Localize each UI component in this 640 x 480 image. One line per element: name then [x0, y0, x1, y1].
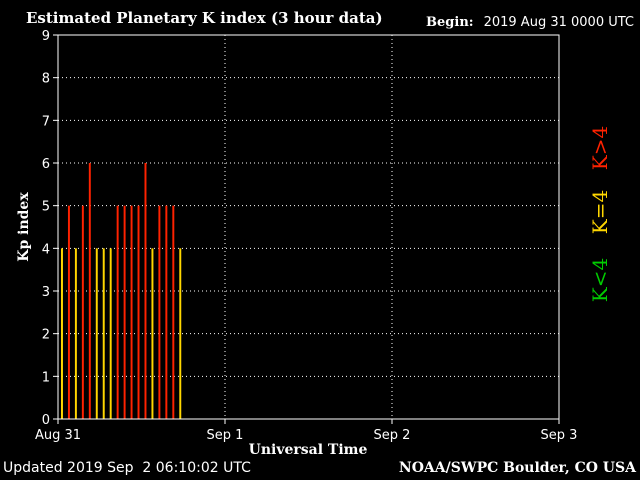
- y-tick-label: 2: [42, 328, 50, 343]
- y-tick-label: 8: [42, 72, 50, 87]
- kp-bar: [165, 205, 168, 419]
- plot-frame: [57, 34, 560, 420]
- bars: [61, 163, 182, 419]
- x-tick-label: Aug 31: [35, 428, 81, 443]
- chart-title: Estimated Planetary K index (3 hour data…: [26, 9, 383, 27]
- legend-item: K<4: [588, 258, 612, 302]
- x-tick-label: Sep 2: [374, 428, 411, 443]
- updated-value: 2019 Sep 2 06:10:02 UTC: [67, 460, 251, 476]
- y-axis-label: Kp index: [16, 192, 32, 262]
- kp-bar: [95, 248, 98, 419]
- kp-bar: [123, 205, 126, 419]
- kp-bar: [67, 205, 70, 419]
- kp-bar: [172, 205, 175, 419]
- y-ticks: 0 1 2 3 4 5 6 7 8 9: [42, 29, 58, 428]
- x-tick-label: Sep 3: [541, 428, 578, 443]
- x-ticks: Aug 31 Sep 1 Sep 2 Sep 3: [35, 419, 577, 443]
- grid-lines: [58, 35, 559, 419]
- kp-bar: [130, 205, 133, 419]
- y-tick-label: 1: [42, 370, 50, 385]
- legend-item: K=4: [588, 190, 612, 234]
- updated-label: Updated: [3, 460, 63, 476]
- y-tick-label: 6: [42, 157, 50, 172]
- x-tick-label: Sep 1: [207, 428, 244, 443]
- begin-value: 2019 Aug 31 0000 UTC: [483, 15, 634, 30]
- begin-info: Begin: 2019 Aug 31 0000 UTC: [426, 15, 634, 30]
- kp-bar: [81, 205, 84, 419]
- kp-bar: [61, 248, 63, 419]
- y-tick-label: 0: [42, 413, 50, 428]
- begin-label: Begin:: [426, 15, 474, 30]
- legend-item: K>4: [588, 126, 612, 170]
- kp-bar: [74, 248, 77, 419]
- kp-bar: [116, 205, 119, 419]
- y-tick-label: 4: [42, 242, 50, 257]
- y-tick-label: 5: [42, 200, 50, 215]
- y-tick-label: 3: [42, 285, 50, 300]
- credit-text: NOAA/SWPC Boulder, CO USA: [398, 460, 636, 476]
- kp-bar: [151, 248, 154, 419]
- kp-bar: [144, 163, 147, 419]
- kp-bar: [137, 205, 140, 419]
- kp-bar: [88, 163, 91, 419]
- kp-bar: [158, 205, 161, 419]
- kp-bar: [109, 248, 112, 419]
- legend: K<4 K=4 K>4: [588, 126, 612, 302]
- kp-bar: [102, 248, 105, 419]
- x-axis-label: Universal Time: [249, 442, 368, 458]
- updated-info: Updated 2019 Sep 2 06:10:02 UTC: [3, 460, 251, 476]
- y-tick-label: 7: [42, 114, 50, 129]
- kp-bar: [179, 248, 182, 419]
- y-tick-label: 9: [42, 29, 50, 44]
